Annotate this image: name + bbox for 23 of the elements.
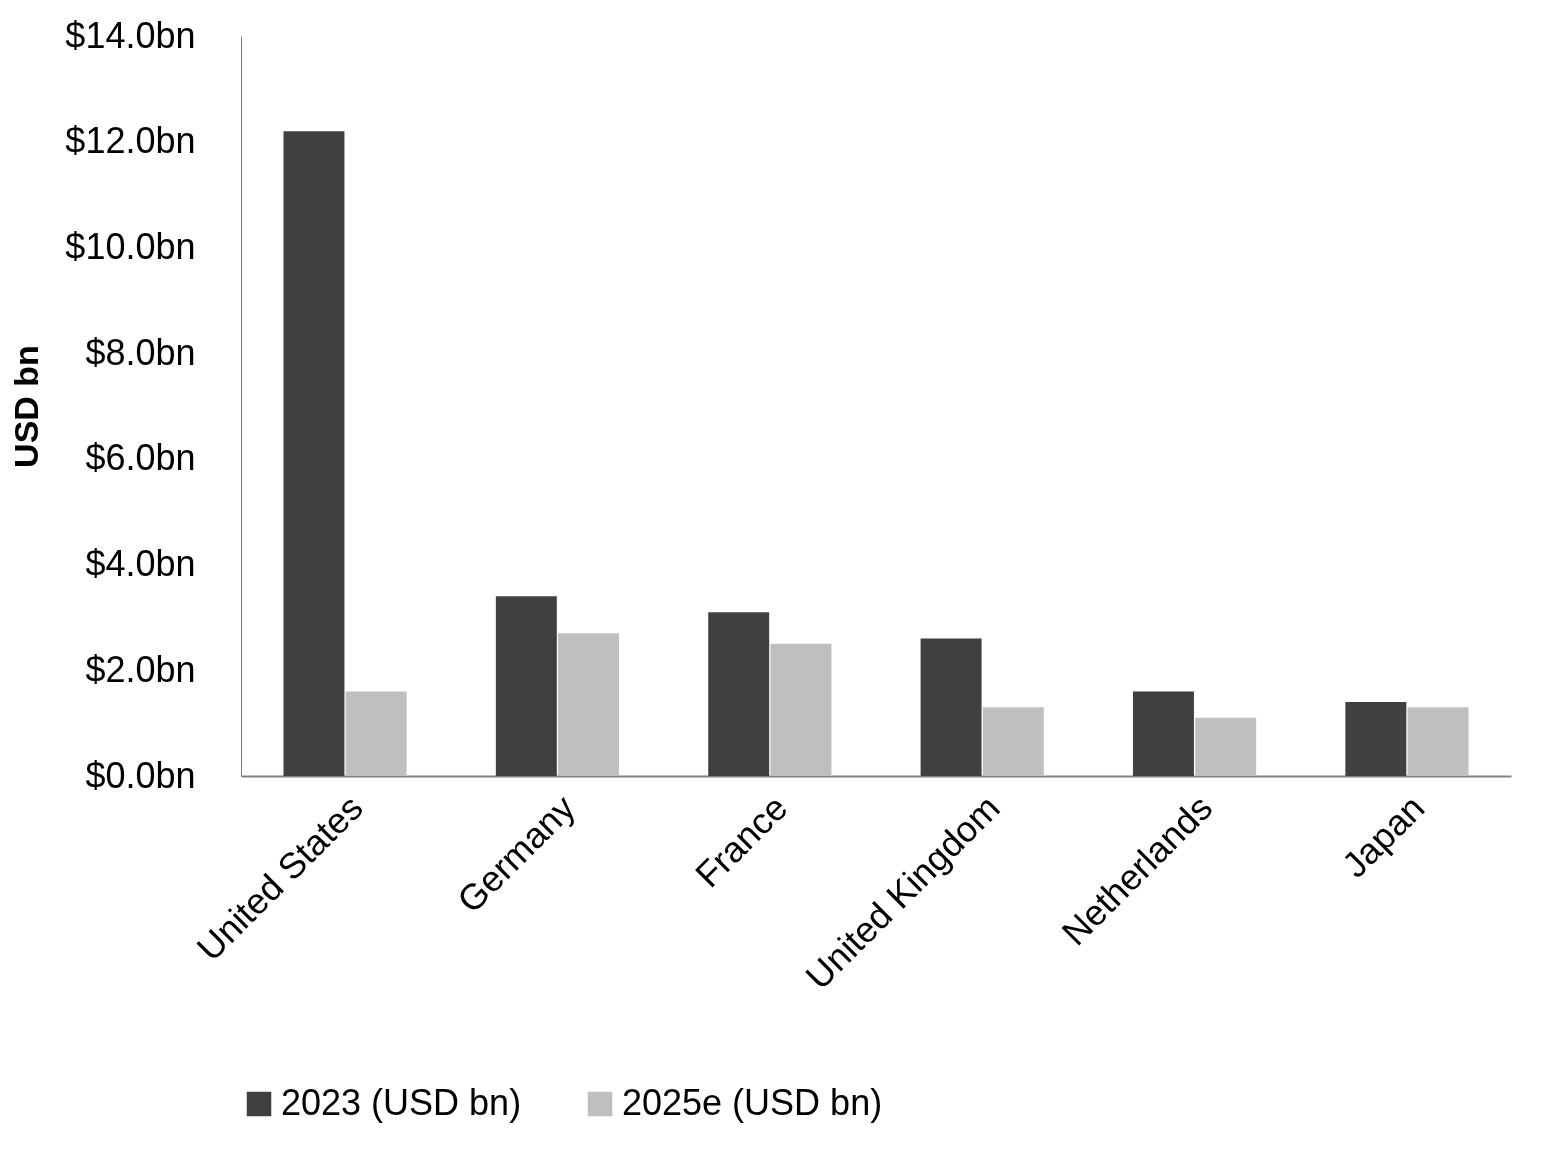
bar bbox=[982, 707, 1044, 776]
y-tick-label: $8.0bn bbox=[85, 331, 196, 373]
bar bbox=[283, 131, 345, 776]
bar bbox=[770, 643, 832, 776]
y-tick-label: $6.0bn bbox=[85, 437, 196, 479]
y-tick-label: $0.0bn bbox=[85, 754, 196, 796]
bar bbox=[495, 596, 557, 776]
y-tick-label: $10.0bn bbox=[65, 225, 196, 267]
y-tick-label: $4.0bn bbox=[85, 543, 196, 585]
bar bbox=[558, 633, 620, 776]
bar bbox=[1345, 702, 1407, 776]
y-tick-label: $12.0bn bbox=[65, 120, 196, 162]
bar bbox=[708, 612, 770, 776]
y-tick-label: $14.0bn bbox=[65, 14, 196, 56]
y-axis-title: USD bn bbox=[7, 345, 46, 468]
bar bbox=[1407, 707, 1469, 776]
legend-label: 2023 (USD bn) bbox=[281, 1082, 522, 1123]
y-tick-label: $2.0bn bbox=[85, 648, 196, 690]
bar bbox=[920, 638, 982, 776]
bar bbox=[1132, 691, 1194, 776]
bar bbox=[345, 691, 407, 776]
legend-label: 2025e (USD bn) bbox=[622, 1082, 883, 1123]
bar bbox=[1195, 717, 1257, 776]
